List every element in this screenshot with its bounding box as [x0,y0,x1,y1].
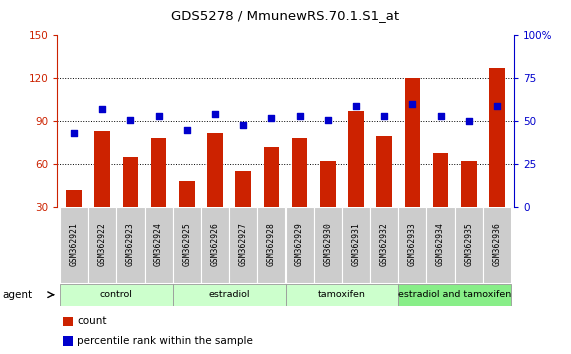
Bar [264,147,279,250]
Point [154,113,163,119]
Bar [229,207,258,283]
Point [351,103,360,109]
Bar [179,181,195,250]
Bar [320,161,336,250]
Point [211,112,220,117]
Text: tamoxifen: tamoxifen [318,290,366,299]
Text: GSM362926: GSM362926 [211,222,219,266]
Text: control: control [100,290,132,299]
Text: GSM362932: GSM362932 [380,222,389,266]
Bar [60,207,88,283]
Bar [483,207,511,283]
Text: GSM362929: GSM362929 [295,222,304,266]
Bar [60,284,172,306]
Bar [376,136,392,250]
Text: percentile rank within the sample: percentile rank within the sample [77,336,253,346]
Point [323,117,332,122]
Point [98,107,107,112]
Bar [235,171,251,250]
Bar [172,207,201,283]
Text: agent: agent [3,290,33,300]
Text: GSM362933: GSM362933 [408,222,417,266]
Text: GSM362936: GSM362936 [492,222,501,266]
Bar [427,207,455,283]
Text: estradiol: estradiol [208,290,250,299]
Point [126,117,135,122]
Bar [399,284,511,306]
Bar [88,207,116,283]
Bar [172,284,286,306]
Point [380,113,389,119]
Point [239,122,248,127]
Bar [151,138,166,250]
Text: GSM362922: GSM362922 [98,222,107,266]
Text: GSM362928: GSM362928 [267,222,276,266]
Text: GSM362931: GSM362931 [352,222,360,266]
Point [70,130,79,136]
Text: estradiol and tamoxifen: estradiol and tamoxifen [398,290,511,299]
Bar [461,161,477,250]
Bar [258,207,286,283]
Bar [342,207,370,283]
Bar [116,207,144,283]
Bar [370,207,399,283]
Bar [201,207,229,283]
Point [267,115,276,121]
Bar [455,207,483,283]
Text: GSM362923: GSM362923 [126,222,135,266]
Bar [399,207,427,283]
Bar [292,138,307,250]
Bar [348,111,364,250]
Bar [489,68,505,250]
Bar [94,131,110,250]
Text: GSM362930: GSM362930 [323,222,332,266]
Text: GDS5278 / MmunewRS.70.1.S1_at: GDS5278 / MmunewRS.70.1.S1_at [171,9,400,22]
Bar [207,133,223,250]
Text: GSM362921: GSM362921 [70,222,79,266]
Text: GSM362924: GSM362924 [154,222,163,266]
Text: GSM362927: GSM362927 [239,222,248,266]
Point [408,101,417,107]
Point [295,113,304,119]
Bar [433,153,448,250]
Point [492,103,501,109]
Point [464,118,473,124]
Bar [286,284,399,306]
Bar [66,190,82,250]
Point [436,113,445,119]
Point [182,127,191,133]
Text: GSM362925: GSM362925 [182,222,191,266]
Bar [405,78,420,250]
Text: count: count [77,316,107,326]
Bar [313,207,342,283]
Bar [286,207,313,283]
Text: GSM362935: GSM362935 [464,222,473,266]
Bar [144,207,172,283]
Bar [123,157,138,250]
Text: GSM362934: GSM362934 [436,222,445,266]
